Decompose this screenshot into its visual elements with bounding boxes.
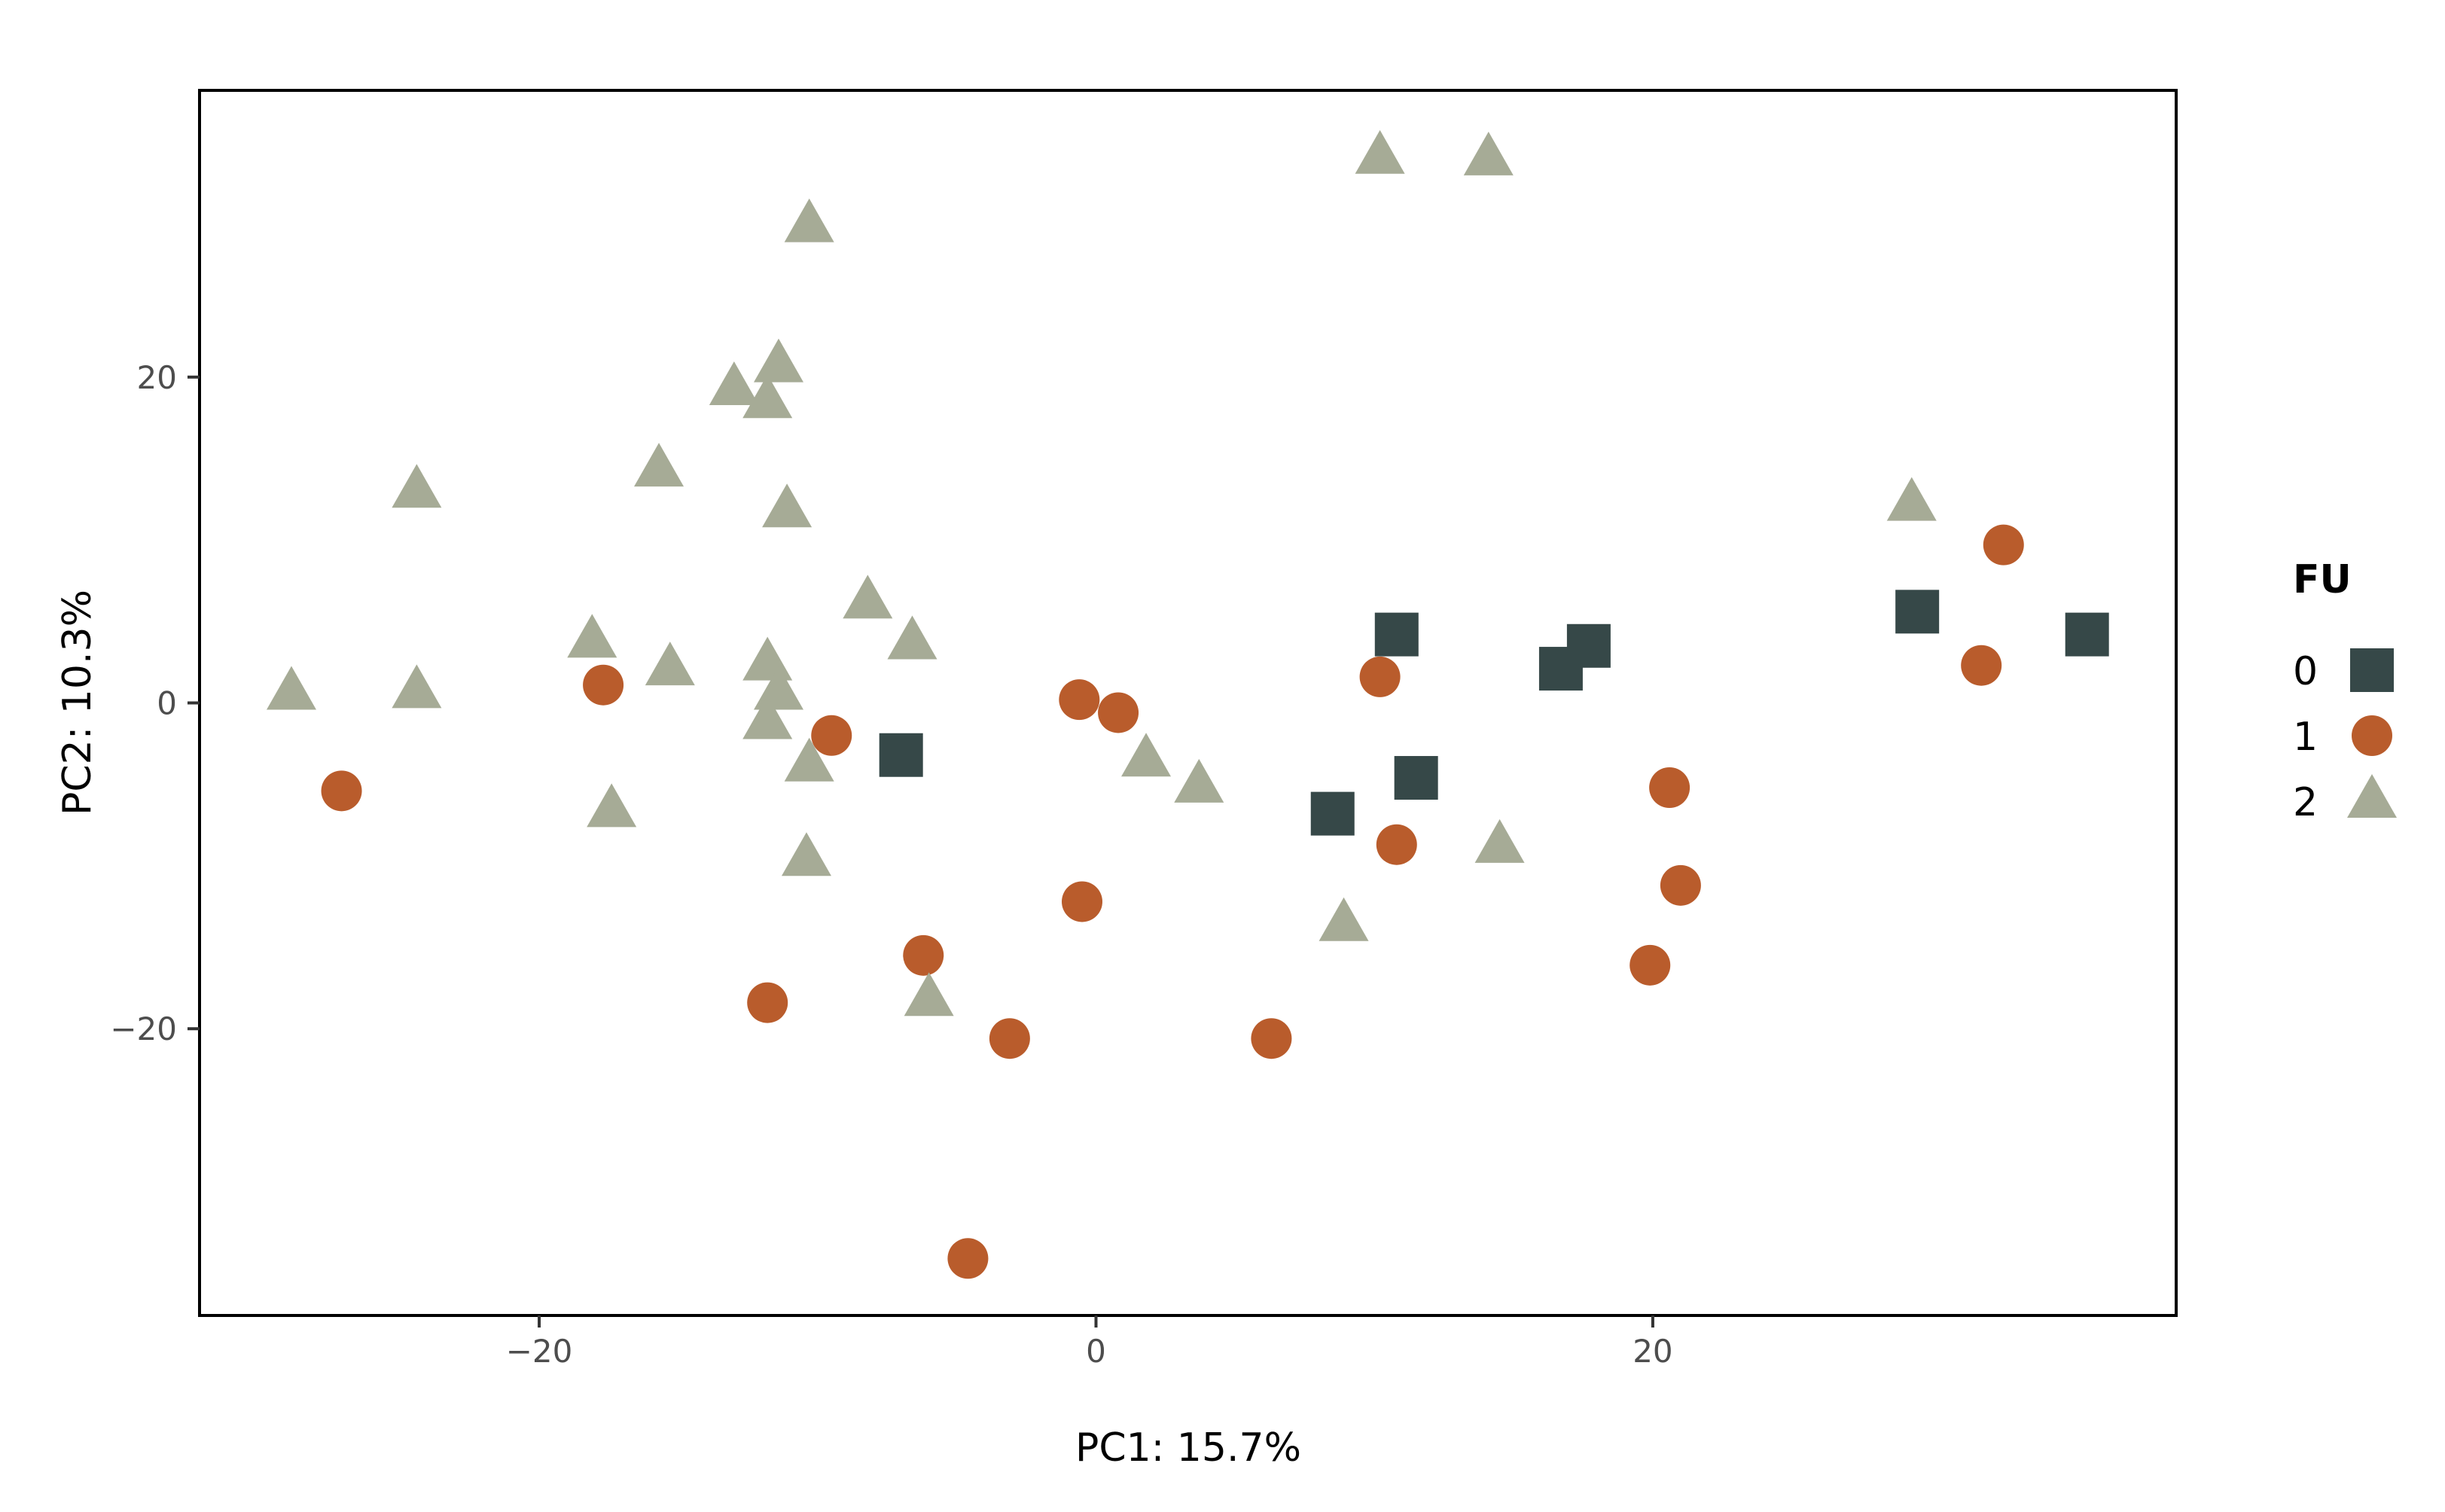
data-point-fu-1-8 bbox=[1062, 881, 1103, 922]
data-point-fu-1-0 bbox=[321, 770, 362, 812]
data-point-fu-2-6 bbox=[645, 642, 695, 686]
data-point-fu-2-19 bbox=[904, 972, 954, 1017]
data-point-fu-1-14 bbox=[1649, 767, 1690, 809]
data-point-fu-1-16 bbox=[1961, 645, 2002, 686]
data-point-fu-0-5 bbox=[1566, 623, 1611, 668]
axis-ticks: −20 0 20 −20 0 20 bbox=[110, 359, 1672, 1370]
legend-label-fu-2: 2 bbox=[2293, 780, 2318, 825]
data-point-fu-2-1 bbox=[392, 664, 442, 709]
data-point-fu-2-26 bbox=[1886, 477, 1937, 521]
data-point-fu-2-22 bbox=[1319, 897, 1369, 941]
data-point-fu-1-10 bbox=[1251, 1018, 1292, 1059]
data-point-fu-2-18 bbox=[887, 615, 937, 660]
data-point-fu-1-4 bbox=[903, 934, 944, 976]
data-point-fu-2-8 bbox=[742, 374, 793, 419]
legend-key-fu-1 bbox=[2352, 715, 2392, 756]
x-axis-title: PC1: 15.7% bbox=[1075, 1425, 1301, 1471]
series-fu-1 bbox=[321, 524, 2024, 1279]
data-point-fu-1-17 bbox=[1983, 524, 2024, 565]
data-point-fu-1-6 bbox=[989, 1018, 1030, 1059]
data-point-fu-0-2 bbox=[1374, 612, 1419, 657]
data-point-fu-0-3 bbox=[1394, 756, 1438, 800]
series-fu-2 bbox=[267, 130, 1937, 1017]
data-point-fu-2-3 bbox=[567, 614, 617, 658]
legend-key-fu-2 bbox=[2347, 774, 2397, 818]
y-tick-label: 20 bbox=[137, 359, 177, 396]
data-point-fu-2-24 bbox=[1463, 131, 1514, 175]
y-tick-label: −20 bbox=[110, 1011, 177, 1047]
legend-label-fu-0: 0 bbox=[2293, 649, 2318, 694]
data-point-fu-1-12 bbox=[1376, 824, 1417, 865]
data-point-fu-1-3 bbox=[811, 715, 852, 756]
data-point-fu-1-7 bbox=[1059, 679, 1100, 721]
data-point-fu-2-2 bbox=[392, 464, 442, 508]
legend-label-fu-1: 1 bbox=[2293, 715, 2318, 760]
data-point-fu-2-0 bbox=[267, 666, 317, 710]
data-point-fu-2-17 bbox=[843, 575, 893, 619]
data-point-fu-2-25 bbox=[1474, 818, 1525, 863]
data-point-fu-2-4 bbox=[587, 783, 637, 828]
data-point-fu-2-14 bbox=[784, 198, 834, 242]
data-point-fu-0-6 bbox=[1895, 590, 1940, 634]
legend: FU 0 1 2 bbox=[2293, 557, 2397, 825]
legend-title: FU bbox=[2293, 557, 2352, 602]
data-marks bbox=[267, 130, 2109, 1279]
x-tick-label: 0 bbox=[1086, 1333, 1106, 1370]
data-point-fu-2-23 bbox=[1355, 130, 1405, 174]
data-point-fu-0-0 bbox=[879, 733, 923, 777]
data-point-fu-2-12 bbox=[742, 695, 793, 739]
data-point-fu-2-16 bbox=[781, 832, 831, 876]
data-point-fu-1-1 bbox=[583, 664, 624, 706]
data-point-fu-1-13 bbox=[1629, 944, 1671, 986]
data-point-fu-0-7 bbox=[2065, 612, 2109, 657]
data-point-fu-1-15 bbox=[1660, 864, 1701, 906]
data-point-fu-2-21 bbox=[1174, 758, 1224, 803]
data-point-fu-1-2 bbox=[747, 982, 788, 1023]
y-tick-label: 0 bbox=[157, 685, 177, 722]
legend-key-fu-0 bbox=[2350, 648, 2394, 692]
data-point-fu-2-20 bbox=[1121, 733, 1172, 777]
data-point-fu-2-5 bbox=[634, 443, 684, 487]
x-tick-label: 20 bbox=[1633, 1333, 1672, 1370]
x-tick-label: −20 bbox=[506, 1333, 573, 1370]
data-point-fu-2-13 bbox=[762, 483, 812, 528]
data-point-fu-1-5 bbox=[947, 1238, 989, 1279]
data-point-fu-2-7 bbox=[709, 361, 759, 405]
data-point-fu-0-1 bbox=[1310, 791, 1355, 836]
data-point-fu-2-9 bbox=[754, 338, 804, 383]
y-axis-title: PC2: 10.3% bbox=[55, 590, 100, 815]
data-point-fu-2-15 bbox=[784, 737, 834, 782]
series-fu-0 bbox=[879, 590, 2109, 836]
data-point-fu-1-11 bbox=[1359, 656, 1401, 697]
data-point-fu-1-9 bbox=[1098, 692, 1139, 733]
